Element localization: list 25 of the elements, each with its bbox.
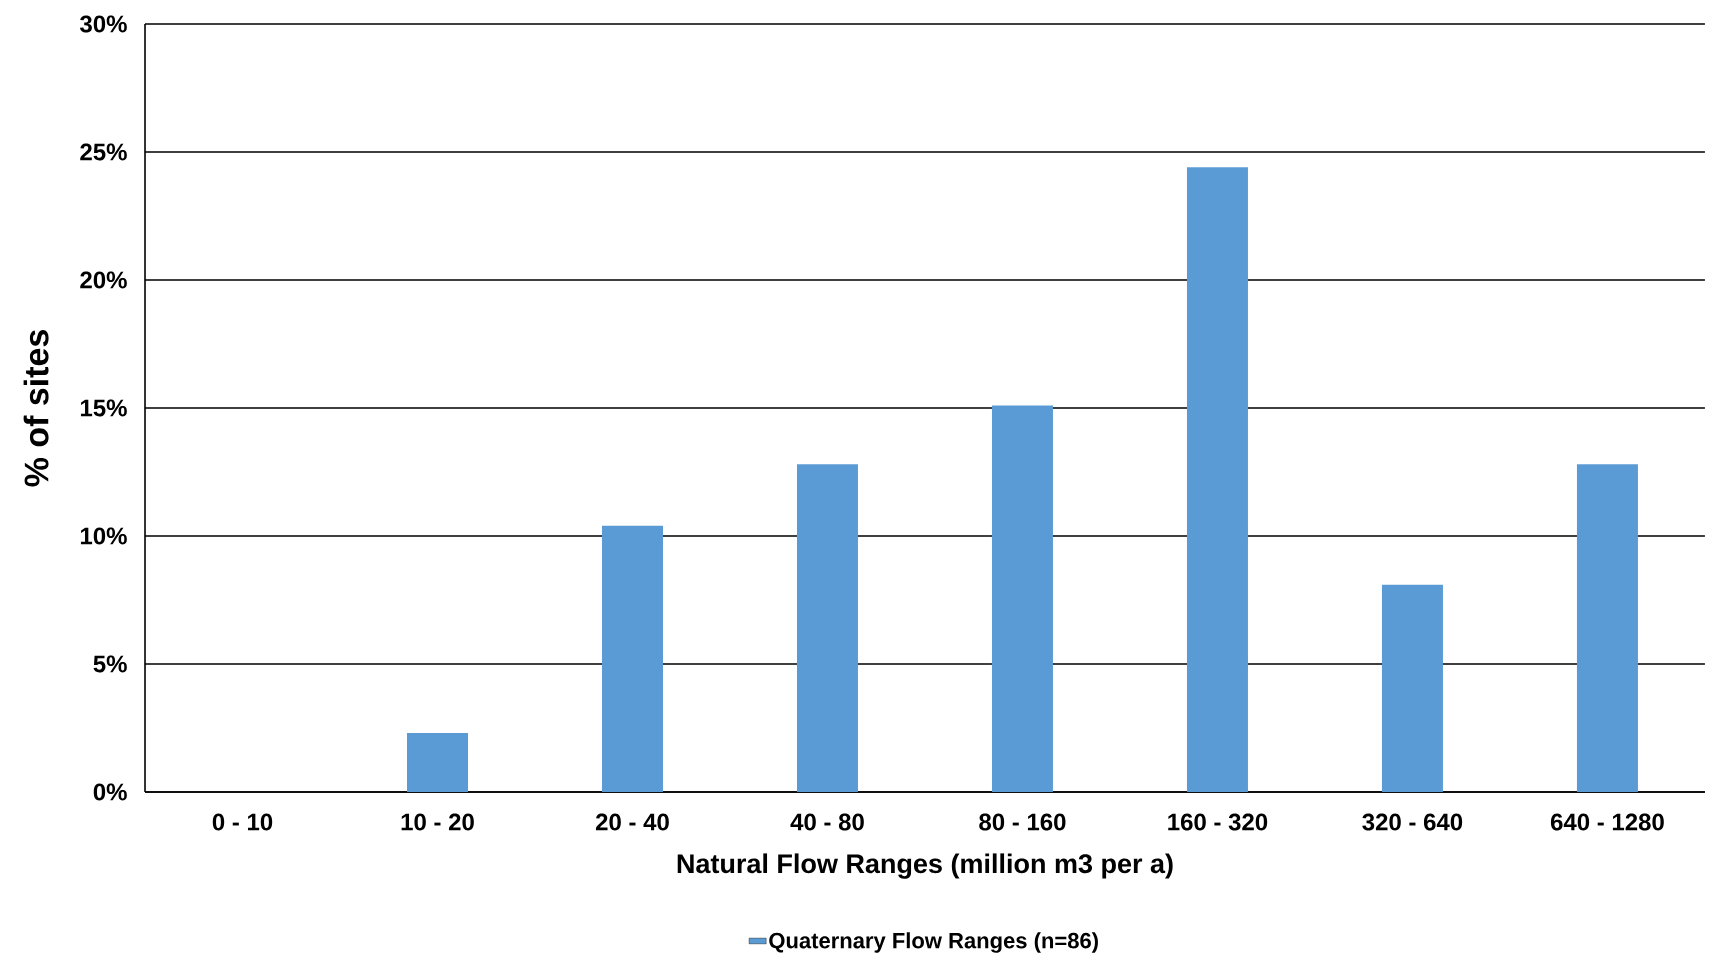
bar [407, 733, 468, 792]
bar [601, 525, 663, 792]
bar [991, 405, 1053, 792]
bar [1381, 584, 1443, 792]
y-tick-label: 25% [80, 143, 127, 161]
x-axis-title: Natural Flow Ranges (million m3 per a) [677, 853, 1173, 879]
x-tick-label: 80 - 160 [979, 813, 1066, 831]
x-tick-label: 20 - 40 [595, 813, 669, 831]
bar [796, 464, 858, 792]
x-tick-label: 10 - 20 [401, 813, 474, 831]
x-tick-label: 40 - 80 [790, 813, 864, 831]
bar [1576, 464, 1638, 792]
x-tick-label: 320 - 640 [1362, 813, 1463, 831]
x-tick-label: 640 - 1280 [1550, 813, 1664, 831]
y-tick-label: 5% [93, 655, 127, 673]
y-axis-title: % of sites [23, 330, 49, 487]
x-tick-label: 0 - 10 [212, 813, 273, 831]
x-tick-label: 160 - 320 [1168, 813, 1268, 831]
legend-label: Quaternary Flow Ranges (n=86) [769, 932, 1098, 953]
y-tick-label: 15% [80, 399, 127, 417]
y-tick-label: 0% [93, 783, 127, 801]
y-tick-label: 20% [80, 271, 127, 289]
bar [1186, 167, 1248, 792]
y-tick-label: 30% [79, 15, 127, 33]
y-tick-label: 10% [80, 527, 127, 545]
